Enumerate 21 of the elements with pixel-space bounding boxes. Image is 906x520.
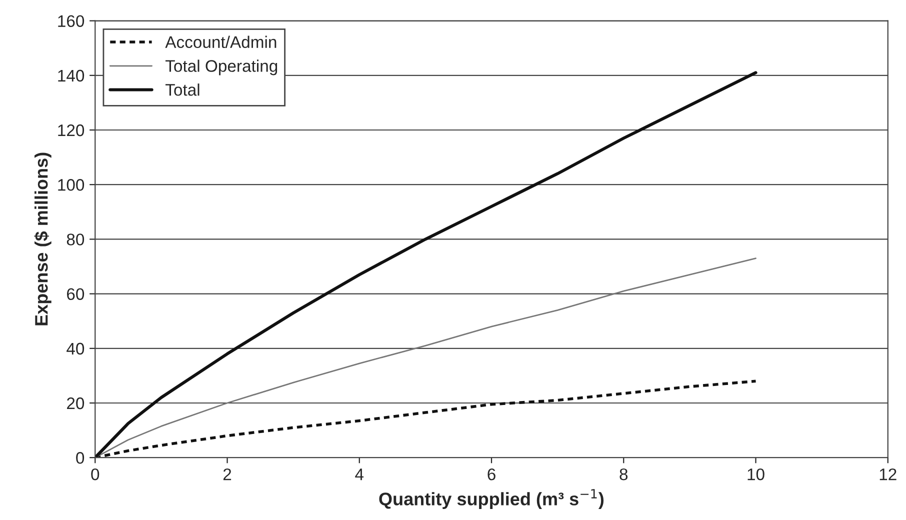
y-tick-label: 160	[58, 15, 84, 28]
y-tick-label: 20	[67, 397, 84, 410]
x-tick-label: 6	[488, 468, 496, 480]
x-tick-label: 4	[355, 468, 364, 480]
y-tick-label: 80	[66, 234, 84, 246]
y-tick-label: 60	[67, 288, 84, 300]
x-tick-label: 2	[223, 468, 232, 480]
legend-label: Total	[166, 84, 200, 96]
y-tick-label: 100	[58, 179, 84, 191]
y-tick-label: 0	[76, 452, 84, 464]
y-tick-label: 120	[58, 124, 84, 136]
legend-label: Account/Admin	[165, 36, 276, 48]
y-tick-label: 40	[66, 342, 84, 355]
x-tick-label: 8	[620, 468, 628, 480]
y-axis-title: Expense ($ millions)	[34, 152, 52, 326]
x-tick-label: 12	[880, 468, 896, 480]
y-tick-label: 140	[58, 70, 84, 82]
x-tick-label: 0	[91, 468, 100, 480]
x-axis-title: Quantity supplied (m³ s$^{−1}$)	[379, 489, 604, 509]
legend-label: Total Operating	[166, 60, 278, 76]
x-tick-label: 10	[748, 468, 764, 480]
